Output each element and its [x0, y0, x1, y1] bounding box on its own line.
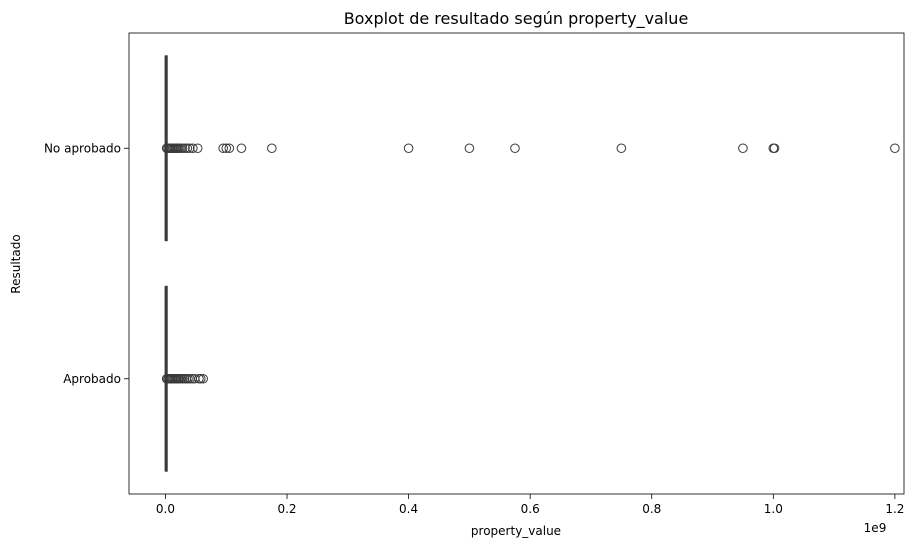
outlier-point: [184, 373, 195, 384]
chart-title: Boxplot de resultado según property_valu…: [344, 9, 689, 29]
x-offset-label: 1e9: [864, 521, 887, 535]
outlier-point: [192, 143, 203, 154]
x-tick-label: 0.8: [642, 502, 661, 516]
outlier-point: [738, 143, 748, 154]
outlier-point: [769, 143, 780, 154]
outlier-point: [224, 143, 235, 154]
outlier-point: [218, 143, 229, 154]
outlier-point: [195, 373, 206, 384]
outlier-point: [188, 143, 198, 154]
x-tick-label: 0.4: [399, 502, 418, 516]
outlier-point: [180, 143, 190, 154]
outlier-point: [616, 143, 627, 154]
outlier-point: [236, 143, 247, 154]
y-axis-label: Resultado: [9, 234, 23, 293]
outlier-point: [221, 143, 232, 154]
x-tick-label: 0.2: [277, 502, 296, 516]
outlier-point: [464, 143, 475, 154]
x-axis-label: property_value: [471, 524, 561, 538]
outlier-point: [198, 373, 208, 384]
outlier-point: [177, 143, 188, 154]
outlier-point: [403, 143, 414, 154]
outlier-point: [890, 143, 900, 154]
outlier-point: [510, 143, 520, 154]
plot-area: 0.0 0.2 0.4 0.6 0.8 1.0 1.2 No aprobado Aprobado: [44, 32, 905, 516]
x-tick-label: 0.0: [156, 502, 175, 516]
outlier-point: [267, 143, 277, 154]
x-tick-label: 1.0: [764, 502, 783, 516]
outlier-point: [184, 143, 195, 154]
outlier-point: [182, 143, 193, 154]
x-tick-label: 1.2: [885, 502, 904, 516]
plot-frame: [128, 32, 905, 495]
y-tick-label: No aprobado: [44, 141, 121, 155]
y-tick-label: Aprobado: [63, 372, 121, 386]
x-tick-label: 0.6: [521, 502, 540, 516]
